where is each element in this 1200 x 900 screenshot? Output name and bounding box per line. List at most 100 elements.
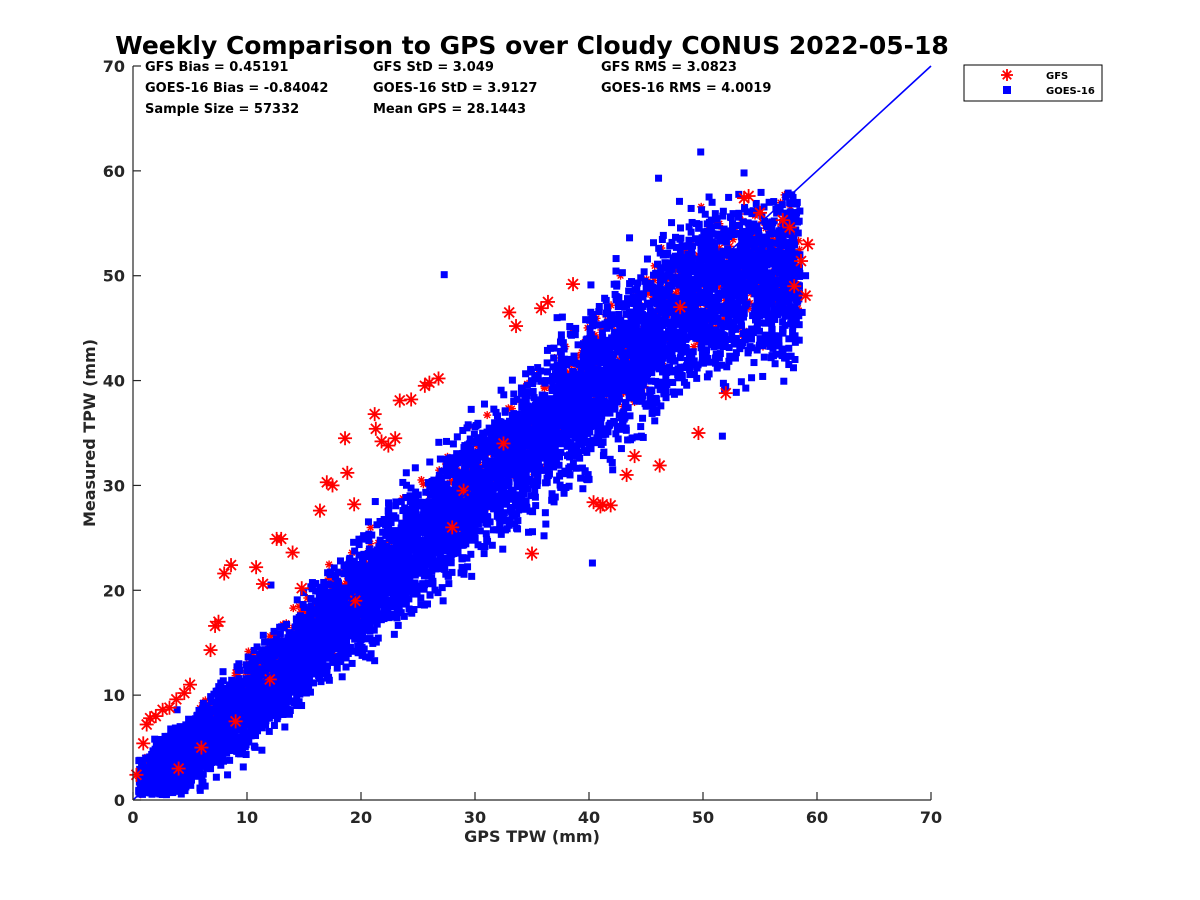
goes16-point: [185, 715, 193, 723]
goes16-point: [417, 601, 425, 609]
goes16-point: [727, 335, 735, 343]
goes16-point: [708, 198, 716, 206]
goes16-point: [529, 387, 537, 395]
goes16-point: [490, 405, 498, 413]
goes16-point: [752, 199, 760, 207]
goes16-point: [573, 442, 581, 450]
goes16-point: [623, 375, 631, 383]
goes16-point: [672, 243, 680, 251]
goes16-point: [612, 255, 620, 263]
goes16-point: [726, 352, 734, 360]
goes16-point: [479, 429, 487, 437]
goes16-point: [744, 219, 752, 227]
goes16-point: [505, 521, 513, 529]
goes16-point: [500, 391, 508, 399]
goes16-point: [550, 463, 558, 471]
goes16-point: [711, 359, 719, 367]
goes16-point: [685, 236, 693, 244]
goes16-point: [445, 580, 453, 588]
goes16-point: [543, 359, 551, 367]
goes16-point: [692, 334, 700, 342]
goes16-point: [648, 354, 656, 362]
goes16-point: [761, 319, 769, 327]
gfs-point: [289, 604, 298, 613]
goes16-point: [677, 224, 685, 232]
goes16-point: [512, 502, 520, 510]
goes16-point: [550, 444, 558, 452]
goes16-point: [614, 435, 622, 443]
goes16-point: [239, 763, 247, 771]
goes16-point: [367, 650, 375, 658]
goes16-point: [359, 618, 367, 626]
goes16-point: [715, 272, 723, 280]
goes16-point: [296, 612, 304, 620]
goes16-point: [254, 715, 262, 723]
goes16-point: [628, 278, 636, 286]
goes16-point: [558, 359, 566, 367]
goes16-point: [402, 590, 410, 598]
goes16-point: [373, 521, 381, 529]
goes16-point: [422, 488, 430, 496]
goes16-point: [722, 238, 730, 246]
goes16-point: [527, 492, 535, 500]
chart-title: Weekly Comparison to GPS over Cloudy CON…: [115, 31, 949, 60]
goes16-point: [711, 210, 719, 218]
goes16-point: [610, 397, 618, 405]
goes16-point: [623, 364, 631, 372]
goes16-point: [315, 593, 323, 601]
goes16-point: [633, 433, 641, 441]
goes16-point: [687, 333, 695, 341]
goes16-point: [329, 658, 337, 666]
goes16-point: [775, 335, 783, 343]
goes16-point: [402, 469, 410, 477]
goes16-point: [385, 499, 393, 507]
goes16-point: [639, 414, 647, 422]
goes16-point: [370, 626, 378, 634]
goes16-point: [677, 349, 685, 357]
goes16-point: [387, 519, 395, 527]
goes16-point: [608, 459, 616, 467]
goes16-point: [612, 267, 620, 275]
goes16-point: [609, 350, 617, 358]
goes16-point: [232, 678, 240, 686]
goes16-point: [515, 506, 523, 514]
goes16-point: [597, 420, 605, 428]
goes16-point: [768, 300, 776, 308]
goes16-point: [608, 311, 616, 319]
goes16-point: [709, 239, 717, 247]
goes16-point: [355, 541, 363, 549]
goes16-point: [291, 623, 299, 631]
goes16-point: [620, 300, 628, 308]
goes16-point: [371, 498, 379, 506]
goes16-point: [495, 526, 503, 534]
goes16-point: [694, 285, 702, 293]
goes16-point: [505, 421, 513, 429]
goes16-point: [292, 615, 300, 623]
goes16-point: [300, 589, 308, 597]
goes16-point: [483, 535, 491, 543]
goes16-point: [648, 369, 656, 377]
goes16-point: [760, 353, 768, 361]
goes16-point: [571, 331, 579, 339]
goes16-point: [643, 255, 651, 263]
goes16-point: [640, 268, 648, 276]
goes16-point: [173, 706, 181, 714]
goes16-point: [256, 650, 264, 658]
goes16-point: [210, 690, 218, 698]
goes16-point: [285, 710, 293, 718]
goes16-point: [676, 388, 684, 396]
goes16-point: [397, 498, 405, 506]
goes16-point: [689, 348, 697, 356]
goes16-point: [400, 612, 408, 620]
goes16-point: [499, 545, 507, 553]
goes16-point: [491, 419, 499, 427]
goes16-point: [483, 428, 491, 436]
goes16-point: [342, 663, 350, 671]
goes16-point: [659, 231, 667, 239]
goes16-point: [633, 397, 641, 405]
goes16-point: [480, 486, 488, 494]
goes16-point: [641, 277, 649, 285]
plot-data: [129, 65, 932, 801]
goes16-point: [683, 348, 691, 356]
goes16-point: [598, 329, 606, 337]
